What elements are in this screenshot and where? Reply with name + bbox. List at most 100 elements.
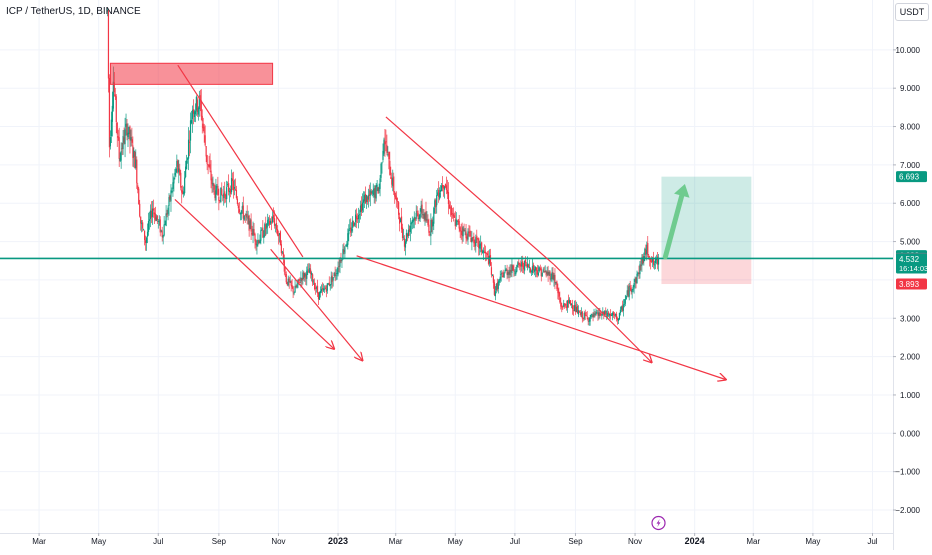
candle-body [182, 191, 184, 194]
candle-body [289, 281, 291, 283]
candle-body [575, 307, 578, 312]
candle-body [401, 227, 404, 238]
candle-body [246, 213, 248, 218]
candle-body [230, 177, 233, 193]
candle-body [529, 268, 532, 273]
candle-body [384, 141, 386, 145]
price-scale[interactable]: 10.000 9.000 8.000 7.000 6.000 5.000 3.000 2.00… [893, 0, 932, 550]
candle-body [215, 185, 217, 201]
candle-body [474, 241, 476, 247]
arrow-line[interactable] [553, 264, 652, 363]
candle-body [321, 288, 324, 290]
candle-body [239, 213, 241, 215]
candle-body [651, 260, 653, 263]
long-position-stop-zone[interactable] [661, 259, 752, 285]
currency-button[interactable]: USDT [895, 3, 929, 21]
candle-body [174, 172, 176, 176]
arrow-line[interactable] [270, 248, 363, 360]
candle-body [200, 100, 202, 117]
arrow-line[interactable] [174, 198, 334, 349]
projection-arrow-head[interactable] [674, 184, 690, 198]
candle-body [181, 189, 183, 193]
time-axis[interactable]: Mar May Jul Sep Nov 2023 Mar May Jul Sep Nov 2024 Ma… [0, 533, 893, 550]
candle-body [611, 313, 614, 316]
arrow-line[interactable] [356, 255, 726, 380]
candle-body [463, 229, 465, 232]
candle-body [504, 269, 506, 272]
candle-body [584, 312, 586, 316]
candle-body [486, 253, 489, 256]
symbol-title[interactable]: ICP / TetherUS, 1D, BINANCE [6, 6, 141, 17]
lightning-icon[interactable] [651, 515, 666, 531]
candle-body [127, 132, 129, 138]
candle-body [437, 192, 439, 196]
candle-body [572, 309, 575, 311]
candle-body [616, 318, 619, 320]
candle-body [411, 220, 413, 224]
candle-body [517, 262, 519, 266]
candle-body [589, 317, 591, 322]
candle-body [502, 275, 504, 278]
candle-body [279, 231, 282, 246]
supply-zone-rectangle[interactable] [109, 62, 274, 85]
candle-body [624, 299, 626, 304]
price-tick-label: 3.000 [900, 314, 921, 323]
candle-body [145, 237, 148, 243]
candle-body [510, 270, 512, 272]
candle-body [360, 204, 363, 212]
projection-arrow-shaft[interactable] [662, 193, 685, 260]
candle-body [175, 168, 177, 173]
candle-body [604, 310, 606, 314]
candle-body [457, 219, 459, 223]
candle-body [244, 215, 246, 217]
candle-body [146, 231, 149, 237]
candle-body [647, 242, 649, 255]
candle-body [500, 274, 502, 276]
candle-body [456, 220, 458, 222]
candle-body [347, 233, 349, 245]
candle-body [156, 215, 158, 221]
price-badge[interactable] [896, 253, 927, 274]
candle-body [260, 230, 262, 241]
candle-body [576, 306, 579, 314]
candle-body [387, 154, 389, 156]
candle-body [537, 272, 539, 276]
candle-body [461, 230, 463, 236]
candle-body [231, 178, 234, 182]
candle-body [654, 258, 657, 264]
candle-body [304, 273, 306, 277]
candle-body [634, 279, 636, 282]
candle-body [130, 137, 132, 141]
candle-body [265, 224, 267, 229]
candle-body [106, 9, 109, 12]
candle-body [176, 160, 178, 167]
candle-body [478, 238, 480, 249]
candle-body [631, 289, 633, 293]
candle-body [392, 177, 394, 187]
candle-body [257, 239, 259, 244]
candle-body [123, 137, 125, 143]
candle-body [203, 126, 205, 133]
candle-body [153, 212, 155, 215]
candle-body [657, 258, 660, 265]
candle-body [316, 285, 319, 294]
candle-body [470, 238, 472, 242]
candle-body [426, 219, 428, 221]
candle-body [199, 95, 201, 101]
candle-body [196, 99, 198, 112]
candle-body [113, 82, 115, 93]
price-badge[interactable] [896, 171, 927, 183]
candle-body [391, 178, 393, 185]
candle-body [395, 195, 397, 200]
candle-body [641, 257, 643, 266]
trend-line[interactable] [385, 116, 555, 266]
candle-body [515, 270, 517, 275]
trend-line[interactable] [177, 64, 304, 258]
candle-body [168, 197, 170, 206]
price-badge[interactable] [896, 278, 927, 290]
candle-body [278, 233, 281, 236]
candle-body [151, 208, 154, 217]
candle-body [162, 235, 164, 238]
